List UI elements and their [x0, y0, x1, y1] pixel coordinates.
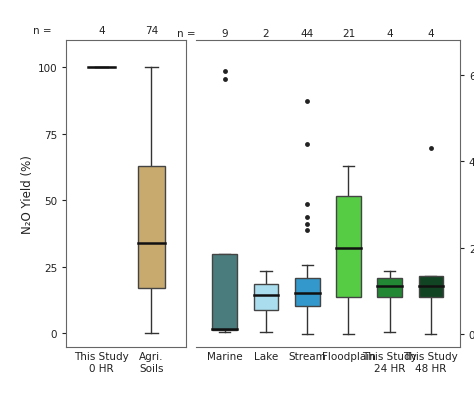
Text: 21: 21 — [342, 29, 355, 39]
Bar — [212, 254, 237, 330]
Text: 4: 4 — [428, 29, 434, 39]
Text: 4: 4 — [386, 29, 393, 39]
Bar — [254, 285, 278, 310]
Bar — [419, 276, 443, 297]
Text: 4: 4 — [98, 26, 105, 36]
Text: 74: 74 — [145, 26, 158, 36]
Text: 44: 44 — [301, 29, 314, 39]
Bar — [295, 278, 319, 306]
Bar — [137, 166, 165, 288]
Text: n =: n = — [33, 26, 51, 36]
Text: 2: 2 — [263, 29, 269, 39]
Text: 9: 9 — [221, 29, 228, 39]
Bar — [336, 196, 361, 297]
Y-axis label: N₂O Yield (%): N₂O Yield (%) — [20, 155, 34, 233]
Text: n =: n = — [177, 29, 196, 39]
Bar — [377, 278, 402, 297]
